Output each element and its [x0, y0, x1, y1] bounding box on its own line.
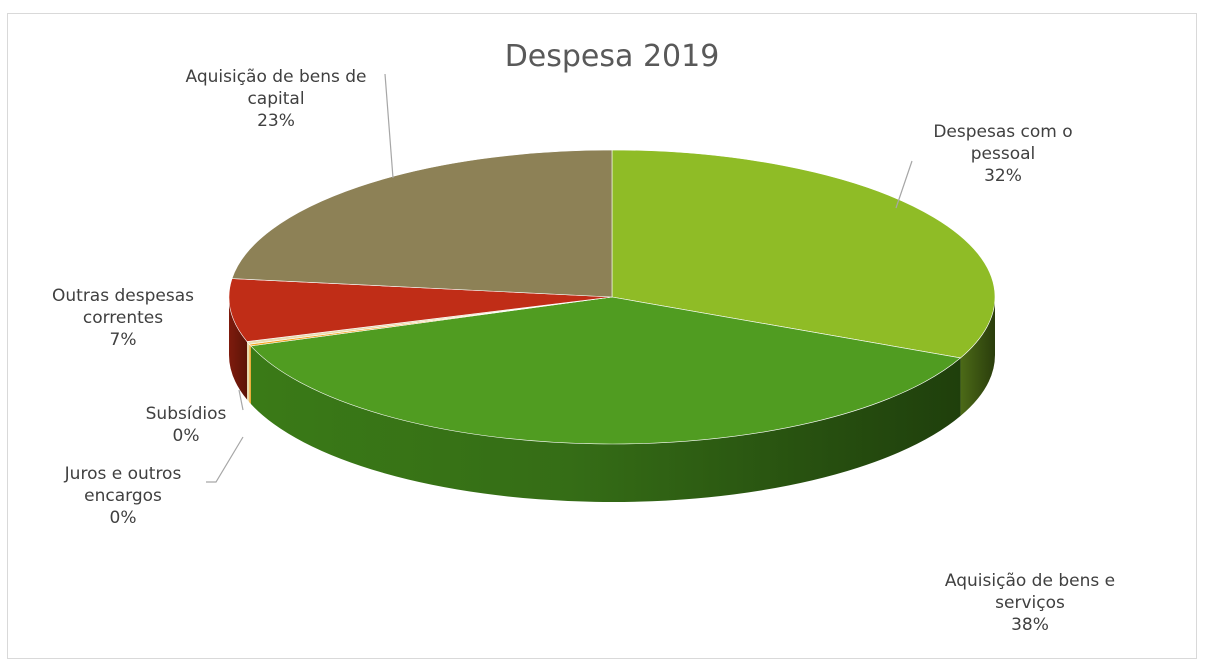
data-label-percent: 0%: [173, 426, 200, 446]
pie-slice-0: [611, 149, 996, 359]
data-label-text: correntes: [83, 308, 163, 328]
slice-wall-2: [249, 344, 251, 404]
pie-slice-5: [231, 149, 613, 298]
data-label-text: encargos: [84, 486, 162, 506]
leader-line-1: [206, 436, 244, 483]
leader-line-0: [895, 160, 913, 209]
leader-line-2: [238, 389, 244, 411]
data-label-text: Subsídios: [146, 404, 227, 424]
data-label-text: serviços: [995, 593, 1065, 613]
data-label-percent: 23%: [257, 111, 295, 131]
pie-walls: [229, 297, 995, 502]
data-label-text: pessoal: [971, 144, 1036, 164]
slice-wall-3: [247, 341, 250, 403]
data-label-text: capital: [247, 89, 304, 109]
slice-wall-1: [250, 345, 961, 502]
data-label-percent: 7%: [110, 330, 137, 350]
data-label-percent: 32%: [984, 166, 1022, 186]
data-label-text: Aquisição de bens e: [945, 571, 1115, 591]
leader-lines: [206, 73, 913, 483]
slice-wall-4: [229, 297, 248, 400]
data-label-text: Juros e outros: [64, 464, 182, 484]
data-label-text: Despesas com o: [933, 122, 1072, 142]
data-label-percent: 38%: [1011, 615, 1049, 635]
pie-slices: [228, 149, 996, 445]
pie-slice-4: [228, 278, 613, 342]
data-label-percent: 0%: [110, 508, 137, 528]
chart-title: Despesa 2019: [505, 39, 720, 74]
pie-slice-1: [250, 296, 962, 445]
slice-wall-0: [960, 297, 995, 416]
data-label-text: Outras despesas: [52, 286, 194, 306]
data-label-text: Aquisição de bens de: [186, 67, 367, 87]
leader-line-3: [384, 73, 394, 179]
